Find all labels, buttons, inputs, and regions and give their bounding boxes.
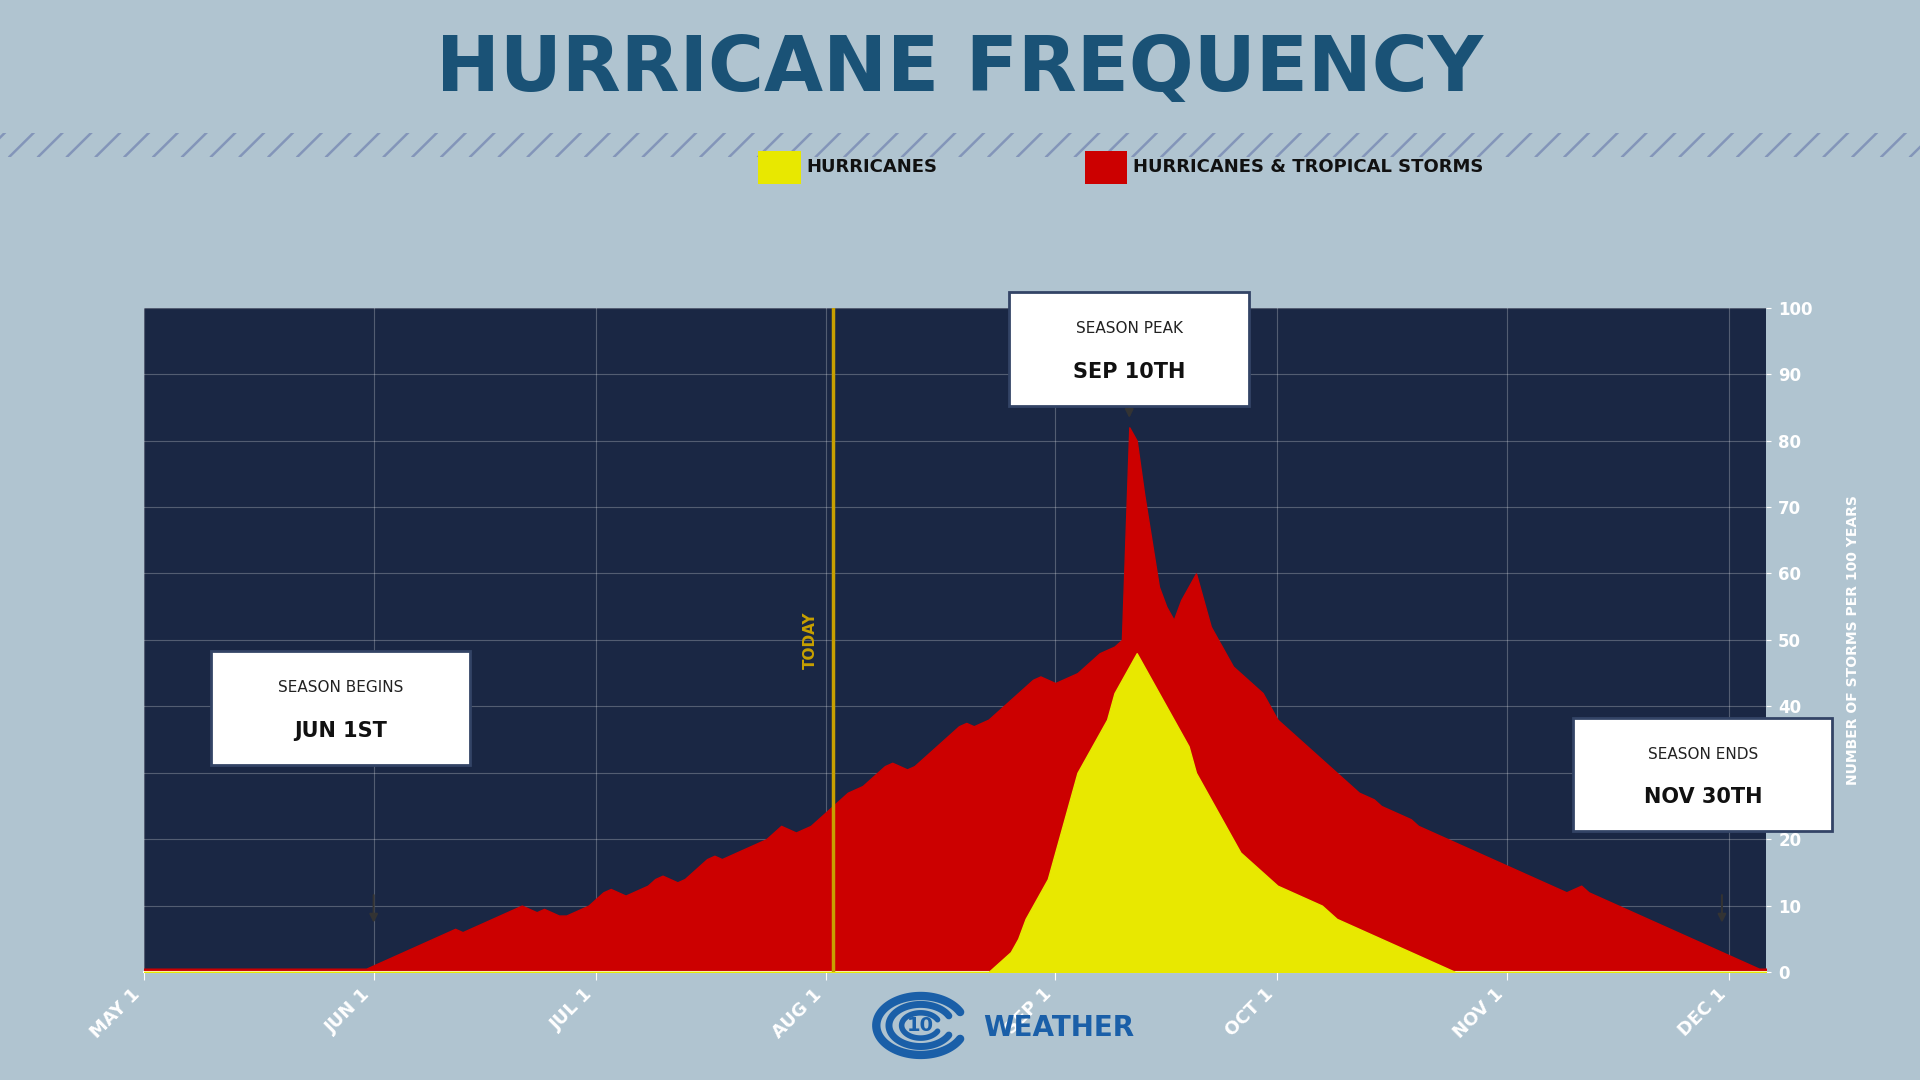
Text: 10: 10 [906, 1016, 935, 1035]
Text: NOV 30TH: NOV 30TH [1644, 787, 1763, 807]
Text: JUN 1ST: JUN 1ST [294, 720, 388, 741]
Text: SEASON ENDS: SEASON ENDS [1647, 746, 1759, 761]
Text: SEASON BEGINS: SEASON BEGINS [278, 680, 403, 696]
Text: SEP 10TH: SEP 10TH [1073, 362, 1185, 381]
Text: SEASON PEAK: SEASON PEAK [1075, 321, 1183, 336]
Text: HURRICANES & TROPICAL STORMS: HURRICANES & TROPICAL STORMS [1133, 159, 1482, 176]
Text: HURRICANES: HURRICANES [806, 159, 937, 176]
Text: NUMBER OF STORMS PER 100 YEARS: NUMBER OF STORMS PER 100 YEARS [1845, 495, 1860, 785]
Text: WEATHER: WEATHER [983, 1014, 1135, 1042]
Text: HURRICANE FREQUENCY: HURRICANE FREQUENCY [436, 33, 1484, 107]
Text: TODAY: TODAY [803, 611, 818, 669]
